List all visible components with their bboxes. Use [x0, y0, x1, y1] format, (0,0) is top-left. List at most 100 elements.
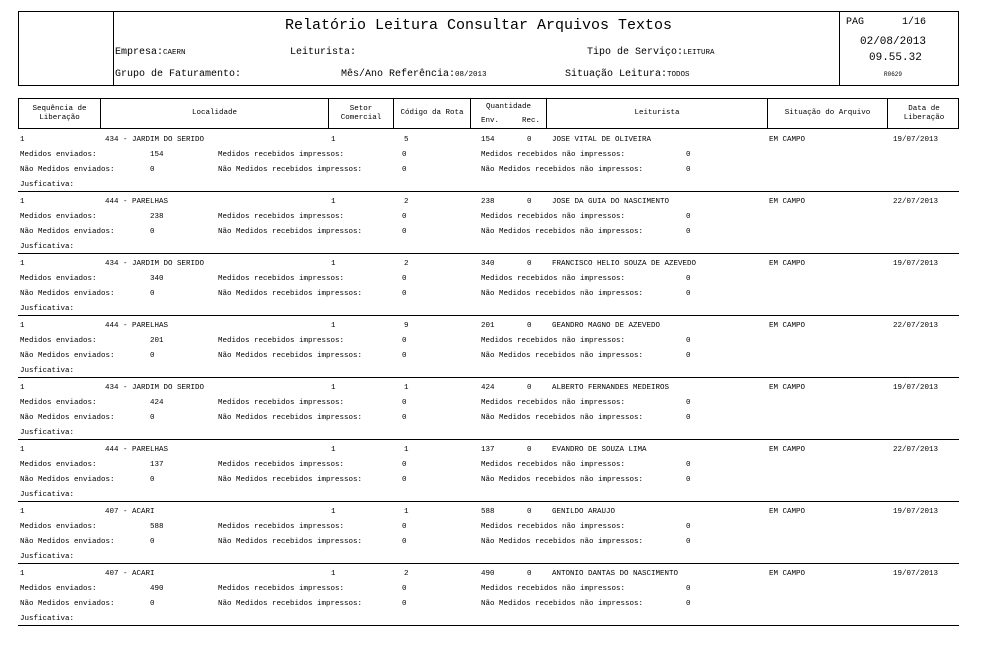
- col-env: Env.: [481, 117, 500, 125]
- record-data: 22/07/2013: [893, 198, 939, 206]
- medidos-rec-nao-impressos-label: Medidos recebidos não impressos:: [481, 275, 626, 283]
- grupo-label: Grupo de Faturamento:: [115, 69, 242, 80]
- record-situacao: EM CAMPO: [769, 508, 806, 516]
- record-nao-med-rec-imp: 0: [402, 414, 407, 422]
- record-med-env: 588: [150, 523, 164, 531]
- medidos-rec-impressos-label: Medidos recebidos impressos:: [218, 275, 345, 283]
- situacao-field: Situação Leitura:TODOS: [565, 69, 690, 80]
- record-rec: 0: [527, 198, 532, 206]
- page-label: PAG: [846, 17, 865, 28]
- medidos-rec-impressos-label: Medidos recebidos impressos:: [218, 337, 345, 345]
- record-leiturista: ALBERTO FERNANDES MEDEIROS: [552, 384, 670, 392]
- record-med-env: 238: [150, 213, 164, 221]
- record-setor: 1: [331, 198, 336, 206]
- justificativa-label: Jusficativa:: [20, 305, 75, 313]
- nao-medidos-enviados-label: Não Medidos enviados:: [20, 476, 115, 484]
- record-med-rec-nao-imp: 0: [686, 461, 691, 469]
- tipo-servico-field: Tipo de Serviço:LEITURA: [587, 47, 715, 58]
- divider: [113, 12, 114, 85]
- record-setor: 1: [331, 508, 336, 516]
- record-rota: 2: [404, 198, 409, 206]
- record-env: 137: [481, 446, 495, 454]
- record-situacao: EM CAMPO: [769, 322, 806, 330]
- record-row: 1 407 - ACARI 1 2 490 0 ANTONIO DANTAS DO NASC…: [18, 564, 959, 626]
- nao-medidos-enviados-label: Não Medidos enviados:: [20, 538, 115, 546]
- nao-medidos-rec-nao-impressos-label: Não Medidos recebidos não impressos:: [481, 538, 644, 546]
- nao-medidos-rec-nao-impressos-label: Não Medidos recebidos não impressos:: [481, 352, 644, 360]
- col-leiturista: Leiturista: [547, 99, 768, 128]
- record-env: 238: [481, 198, 495, 206]
- justificativa-label: Jusficativa:: [20, 429, 75, 437]
- medidos-rec-nao-impressos-label: Medidos recebidos não impressos:: [481, 585, 626, 593]
- col-codigo-rota: Código da Rota: [394, 99, 471, 128]
- nao-medidos-rec-nao-impressos-label: Não Medidos recebidos não impressos:: [481, 600, 644, 608]
- record-leiturista: GENILDO ARAUJO: [552, 508, 616, 516]
- medidos-rec-nao-impressos-label: Medidos recebidos não impressos:: [481, 461, 626, 469]
- medidos-enviados-label: Medidos enviados:: [20, 523, 97, 531]
- nao-medidos-rec-nao-impressos-label: Não Medidos recebidos não impressos:: [481, 228, 644, 236]
- record-nao-med-rec-imp: 0: [402, 166, 407, 174]
- record-nao-med-rec-nao-imp: 0: [686, 476, 691, 484]
- record-rec: 0: [527, 384, 532, 392]
- record-nao-med-env: 0: [150, 476, 155, 484]
- medidos-enviados-label: Medidos enviados:: [20, 213, 97, 221]
- record-med-rec-nao-imp: 0: [686, 151, 691, 159]
- record-med-rec-imp: 0: [402, 585, 407, 593]
- record-nao-med-rec-nao-imp: 0: [686, 352, 691, 360]
- empresa-value: CAERN: [163, 49, 186, 57]
- record-localidade: 434 - JARDIM DO SERIDO: [105, 136, 205, 144]
- medidos-enviados-label: Medidos enviados:: [20, 275, 97, 283]
- record-leiturista: JOSE VITAL DE OLIVEIRA: [552, 136, 652, 144]
- justificativa-label: Jusficativa:: [20, 553, 75, 561]
- medidos-rec-impressos-label: Medidos recebidos impressos:: [218, 213, 345, 221]
- record-env: 201: [481, 322, 495, 330]
- mes-ano-value: 08/2013: [455, 71, 487, 79]
- record-env: 588: [481, 508, 495, 516]
- situacao-value: TODOS: [667, 71, 690, 79]
- record-seq: 1: [20, 570, 25, 578]
- record-med-rec-nao-imp: 0: [686, 399, 691, 407]
- record-localidade: 407 - ACARI: [105, 570, 155, 578]
- record-nao-med-env: 0: [150, 228, 155, 236]
- record-setor: 1: [331, 260, 336, 268]
- record-row: 1 434 - JARDIM DO SERIDO 1 1 424 0 ALBERTO FER…: [18, 378, 959, 440]
- leiturista-label: Leiturista:: [290, 47, 357, 58]
- nao-medidos-enviados-label: Não Medidos enviados:: [20, 228, 115, 236]
- record-nao-med-rec-nao-imp: 0: [686, 166, 691, 174]
- record-data: 19/07/2013: [893, 508, 939, 516]
- record-situacao: EM CAMPO: [769, 384, 806, 392]
- record-data: 22/07/2013: [893, 446, 939, 454]
- record-nao-med-rec-imp: 0: [402, 600, 407, 608]
- record-med-rec-imp: 0: [402, 213, 407, 221]
- tipo-servico-label: Tipo de Serviço:: [587, 47, 684, 58]
- record-nao-med-env: 0: [150, 538, 155, 546]
- record-med-env: 340: [150, 275, 164, 283]
- record-nao-med-rec-imp: 0: [402, 352, 407, 360]
- justificativa-label: Jusficativa:: [20, 491, 75, 499]
- record-med-rec-imp: 0: [402, 523, 407, 531]
- medidos-enviados-label: Medidos enviados:: [20, 585, 97, 593]
- medidos-enviados-label: Medidos enviados:: [20, 461, 97, 469]
- nao-medidos-enviados-label: Não Medidos enviados:: [20, 600, 115, 608]
- empresa-label: Empresa:: [115, 47, 164, 58]
- medidos-enviados-label: Medidos enviados:: [20, 337, 97, 345]
- record-med-rec-imp: 0: [402, 275, 407, 283]
- nao-medidos-rec-nao-impressos-label: Não Medidos recebidos não impressos:: [481, 476, 644, 484]
- record-env: 424: [481, 384, 495, 392]
- medidos-rec-impressos-label: Medidos recebidos impressos:: [218, 461, 345, 469]
- record-nao-med-rec-nao-imp: 0: [686, 414, 691, 422]
- nao-medidos-rec-impressos-label: Não Medidos recebidos impressos:: [218, 538, 363, 546]
- record-med-rec-nao-imp: 0: [686, 585, 691, 593]
- record-leiturista: GEANDRO MAGNO DE AZEVEDO: [552, 322, 661, 330]
- record-nao-med-env: 0: [150, 166, 155, 174]
- record-nao-med-rec-nao-imp: 0: [686, 290, 691, 298]
- record-rota: 2: [404, 570, 409, 578]
- record-med-rec-nao-imp: 0: [686, 523, 691, 531]
- medidos-rec-nao-impressos-label: Medidos recebidos não impressos:: [481, 213, 626, 221]
- record-nao-med-rec-imp: 0: [402, 476, 407, 484]
- record-med-env: 490: [150, 585, 164, 593]
- record-localidade: 434 - JARDIM DO SERIDO: [105, 260, 205, 268]
- record-nao-med-rec-nao-imp: 0: [686, 228, 691, 236]
- nao-medidos-rec-impressos-label: Não Medidos recebidos impressos:: [218, 352, 363, 360]
- medidos-rec-nao-impressos-label: Medidos recebidos não impressos:: [481, 399, 626, 407]
